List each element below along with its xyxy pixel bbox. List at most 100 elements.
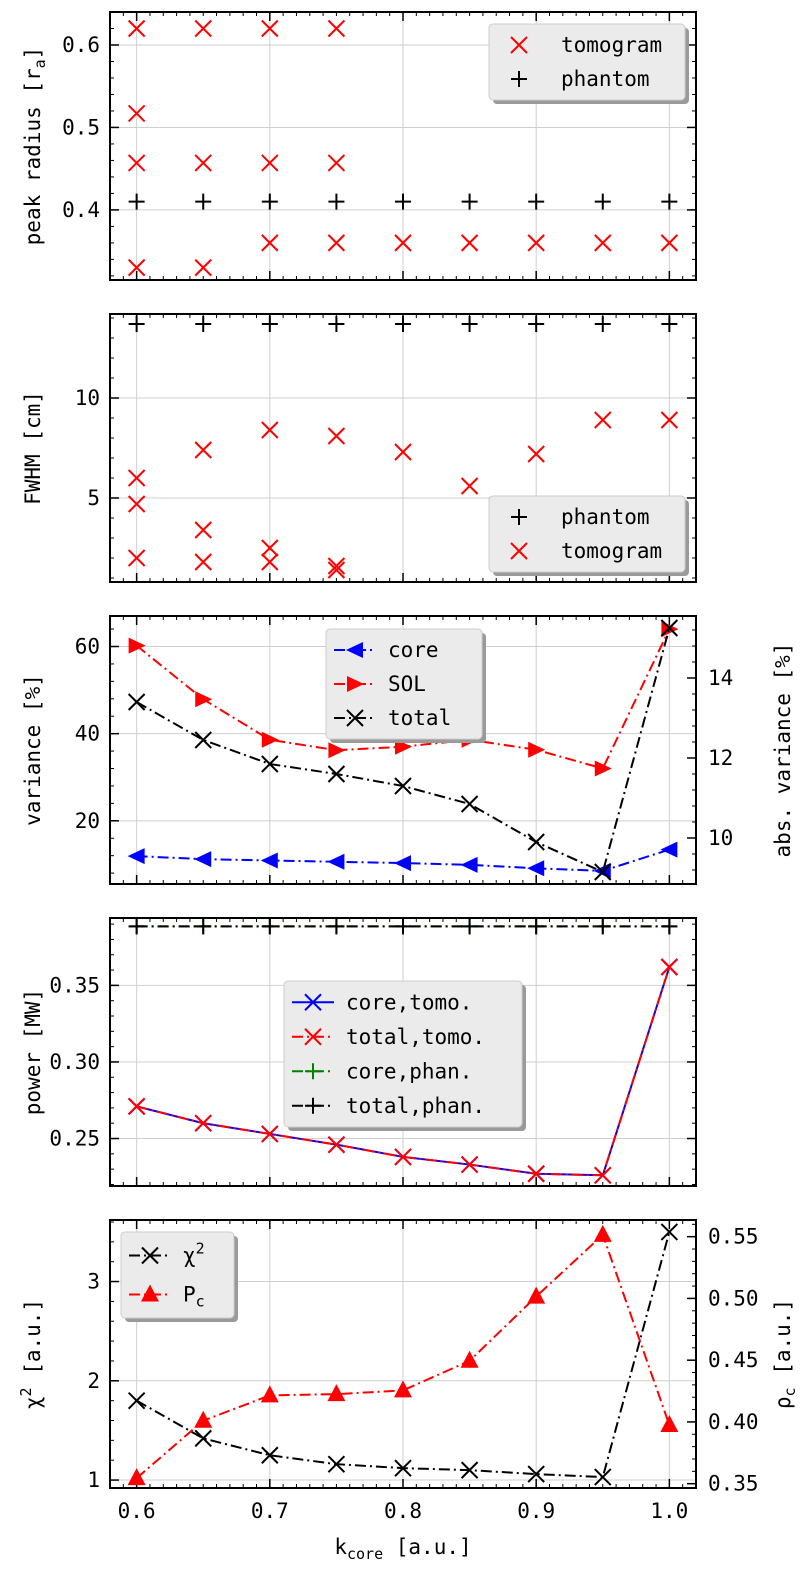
- data-point: [661, 193, 678, 210]
- data-point: [327, 19, 346, 38]
- y2-tick-label: 0.40: [708, 1410, 759, 1434]
- data-point: [261, 918, 278, 935]
- legend-entry: total,phan.: [292, 1094, 485, 1118]
- x-tick-label: 0.6: [118, 1499, 156, 1523]
- panel-1: 0.4 0.5 0.6 peak radius [ra] tomogram phantom: [21, 11, 697, 281]
- data-point: [527, 445, 545, 463]
- legend-box: [120, 1231, 235, 1319]
- data-point: [194, 19, 212, 38]
- data-point: [261, 755, 279, 773]
- data-point: [261, 193, 278, 210]
- data-point: [394, 777, 412, 795]
- series-line: [136, 848, 670, 872]
- data-point: [327, 1135, 346, 1154]
- legend-entry: phantom: [511, 67, 650, 91]
- data-point: [527, 833, 545, 851]
- legend-entry: core,phan.: [292, 1059, 472, 1083]
- data-point: [327, 234, 346, 252]
- series-phantom: [128, 316, 678, 332]
- data-point: [528, 316, 545, 332]
- data-point: [460, 477, 479, 495]
- legend-entry: phantom: [511, 505, 650, 529]
- data-point: [261, 421, 279, 439]
- legend-label-main: χ: [183, 1244, 196, 1268]
- data-point: [328, 918, 345, 935]
- data-point: [460, 856, 478, 873]
- legend-label: core,tomo.: [346, 990, 472, 1014]
- data-point: [261, 731, 279, 748]
- legend-marker: [510, 542, 528, 560]
- legend-marker: [511, 509, 527, 525]
- legend-marker: [305, 1063, 321, 1080]
- plot-frame: [109, 313, 697, 583]
- y-tick-label: 0.30: [49, 1050, 100, 1074]
- legend-marker: [347, 676, 364, 692]
- data-point: [660, 958, 679, 976]
- y2-label-tail: [a.u.]: [771, 1299, 795, 1388]
- data-point: [128, 316, 145, 332]
- legend: core SOL total: [325, 628, 486, 743]
- data-point: [594, 193, 611, 210]
- legend-entry: tomogram: [510, 539, 662, 563]
- data-point: [195, 193, 212, 210]
- legend-label-main: core,tomo.: [346, 990, 472, 1014]
- y-tick-label: 1: [87, 1468, 100, 1492]
- data-point: [394, 443, 412, 461]
- data-point: [660, 234, 679, 252]
- x-label-tail: [a.u.]: [383, 1535, 472, 1559]
- legend-label-main: core,phan.: [346, 1059, 472, 1083]
- data-point: [260, 852, 278, 869]
- data-point: [594, 1166, 612, 1184]
- data-point: [660, 841, 678, 858]
- data-point: [328, 742, 346, 759]
- series-total-2: [127, 619, 679, 881]
- legend-label: tomogram: [561, 539, 662, 563]
- data-point: [594, 918, 611, 935]
- data-point: [660, 1415, 679, 1433]
- data-point: [194, 1429, 212, 1448]
- y-tick-label: 40: [75, 722, 100, 746]
- series-group: [127, 918, 679, 1184]
- data-point: [261, 539, 279, 557]
- data-point: [128, 193, 145, 210]
- data-point: [661, 918, 678, 935]
- data-point: [327, 853, 345, 870]
- legend-label-main: core: [388, 638, 439, 662]
- y-axis-label: variance [%]: [21, 674, 45, 826]
- legend-label-main: phantom: [561, 67, 650, 91]
- data-point: [460, 795, 479, 813]
- y2-axis-label: ρc [a.u.]: [771, 1299, 799, 1409]
- legend-label-main: total: [388, 706, 451, 730]
- data-point: [327, 765, 346, 783]
- y2-tick-label: 0.55: [708, 1225, 759, 1249]
- data-point: [394, 1148, 412, 1166]
- data-point: [194, 731, 212, 749]
- y2-label-sub: c: [781, 1387, 799, 1396]
- series-tomogram: [127, 411, 679, 579]
- legend-entry: core: [334, 638, 439, 662]
- data-point: [194, 553, 212, 571]
- data-point: [527, 1465, 545, 1483]
- y-label-main: power [MW]: [21, 989, 45, 1115]
- data-point: [127, 469, 146, 487]
- data-point: [528, 741, 546, 758]
- data-point: [127, 848, 145, 865]
- legend-marker: [141, 1284, 159, 1302]
- legend-label: core: [388, 638, 439, 662]
- y-label-sub: a: [31, 59, 49, 68]
- y-tick-label: 20: [75, 809, 100, 833]
- y-axis-label: FWHM [cm]: [21, 391, 45, 505]
- data-point: [395, 918, 411, 935]
- legend-marker: [346, 709, 364, 727]
- data-point: [194, 441, 212, 459]
- legend-box: [488, 23, 686, 101]
- series-totaltomo-1: [127, 958, 679, 1184]
- y-label-main: variance [%]: [21, 674, 45, 826]
- legend-label: total,phan.: [346, 1094, 485, 1118]
- series-core-0: [127, 841, 678, 879]
- x-label-sub: core: [347, 1545, 383, 1563]
- y-tick-label: 0.6: [62, 33, 100, 57]
